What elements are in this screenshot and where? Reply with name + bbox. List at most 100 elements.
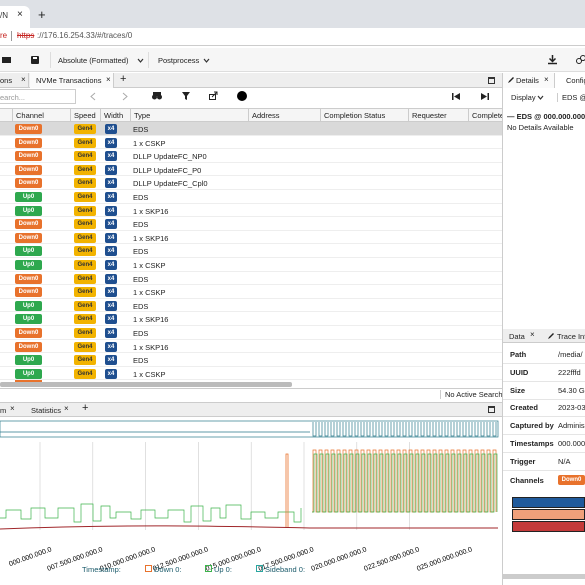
info-row-border	[503, 380, 585, 382]
next-button[interactable]	[122, 92, 128, 101]
table-row[interactable]	[0, 353, 502, 367]
table-row[interactable]	[0, 176, 502, 190]
tab-close[interactable]: ×	[17, 9, 23, 20]
info-row-border	[503, 434, 585, 436]
speed-badge: Gen4	[74, 287, 96, 298]
chevron[interactable]	[203, 57, 210, 63]
tab[interactable]	[0, 73, 29, 87]
chevron[interactable]	[137, 57, 144, 63]
display-dropdown[interactable]: Display	[511, 93, 536, 102]
details-tab[interactable]	[503, 73, 555, 88]
tab[interactable]	[30, 73, 114, 88]
width-badge: x4	[105, 300, 117, 311]
table-row[interactable]	[0, 299, 502, 313]
tab-label[interactable]: m	[0, 406, 7, 415]
width-badge: x4	[105, 328, 117, 338]
tab-close[interactable]: ×	[10, 404, 15, 413]
status-bar	[0, 388, 502, 400]
table-row[interactable]	[0, 340, 502, 354]
channel-bar	[512, 497, 585, 508]
table-row[interactable]	[0, 272, 502, 286]
search-status: No Active Search	[440, 390, 503, 399]
table-row[interactable]	[0, 163, 502, 177]
skip-forward[interactable]	[481, 93, 489, 100]
column-header[interactable]: Channel	[12, 108, 70, 122]
info-value: 000.000	[558, 439, 585, 448]
column-header[interactable]: Type	[130, 108, 248, 122]
column-header[interactable]: Width	[100, 108, 130, 122]
time-format-dropdown[interactable]	[50, 52, 145, 68]
column-header[interactable]: Address	[248, 108, 320, 122]
table-row[interactable]	[0, 136, 502, 150]
column-header[interactable]: Speed	[70, 108, 100, 122]
maximize-icon[interactable]	[488, 406, 495, 413]
table-row[interactable]	[0, 244, 502, 258]
pencil-icon[interactable]	[508, 77, 514, 83]
h-scrollbar[interactable]	[0, 382, 292, 387]
info-tab-label[interactable]: Data	[509, 332, 525, 341]
tab-close[interactable]: ×	[530, 330, 535, 339]
table-row[interactable]	[0, 231, 502, 245]
type-cell: EDS	[133, 329, 149, 338]
postprocess-dropdown[interactable]	[148, 52, 220, 68]
table-row[interactable]	[0, 122, 502, 136]
channel-badge: Down0	[15, 137, 42, 148]
chevron[interactable]	[537, 94, 544, 100]
pencil-icon[interactable]	[548, 333, 554, 339]
tab-label: NVMe Transactions	[36, 76, 102, 85]
type-cell: EDS	[133, 220, 149, 230]
table-row[interactable]	[0, 326, 502, 340]
add-tab[interactable]: +	[82, 402, 89, 414]
tab-close[interactable]: ×	[106, 75, 111, 84]
column-header[interactable]: Requester	[408, 108, 468, 122]
x-tick-label: 000.000.000.0	[8, 546, 53, 568]
tab-close[interactable]: ×	[21, 75, 26, 84]
maximize-icon[interactable]	[488, 77, 495, 84]
new-tab[interactable]: +	[38, 7, 46, 22]
info-label: Captured by	[510, 421, 554, 431]
info-value: Adminis	[558, 421, 585, 431]
url-rest: ://176.16.254.33/#/traces/0	[37, 31, 133, 40]
info-row-border	[503, 416, 585, 418]
table-row[interactable]	[0, 312, 502, 326]
prev-button[interactable]	[90, 92, 96, 101]
table-row[interactable]	[0, 285, 502, 299]
x-tick-label: 020.000.000.000.0	[310, 546, 367, 573]
up-trace	[0, 503, 302, 523]
binoculars-icon[interactable]	[152, 92, 162, 100]
channel-badge: Down0	[558, 475, 585, 485]
column-header[interactable]: Complete	[468, 108, 502, 122]
link-icon[interactable]	[576, 55, 585, 64]
width-badge: x4	[105, 246, 117, 257]
channel-badge: Down0	[15, 232, 42, 243]
table-row[interactable]	[0, 258, 502, 272]
download-icon[interactable]	[548, 55, 557, 65]
info-label: UUID	[510, 367, 529, 377]
table-row[interactable]	[0, 217, 502, 231]
save-icon[interactable]	[31, 56, 39, 64]
details-heading: — EDS @ 000.000.000.65	[507, 112, 585, 121]
add-tab[interactable]: +	[120, 73, 127, 85]
details-message: No Details Available	[507, 123, 574, 132]
skip-back[interactable]	[452, 93, 460, 100]
table-row[interactable]	[0, 367, 502, 381]
tab-close[interactable]: ×	[544, 75, 549, 84]
column-header[interactable]: Completion Status	[320, 108, 408, 122]
table-row[interactable]	[0, 204, 502, 218]
info-tab-label[interactable]: Trace Inf	[557, 332, 585, 341]
filter-icon[interactable]	[182, 92, 190, 100]
width-badge: x4	[105, 192, 117, 202]
type-cell: DLLP UpdateFC_P0	[133, 165, 202, 175]
tab-close[interactable]: ×	[64, 404, 69, 413]
tab-label[interactable]: Statistics	[31, 406, 62, 415]
table-row[interactable]	[0, 149, 502, 163]
menu-icon[interactable]	[2, 56, 11, 64]
type-cell: DLLP UpdateFC_Cpl0	[133, 179, 208, 189]
export-icon[interactable]	[209, 91, 218, 100]
record-button[interactable]	[237, 91, 247, 101]
width-badge: x4	[105, 137, 117, 148]
search-input[interactable]	[0, 89, 76, 104]
channel-badge: Down0	[15, 273, 42, 284]
channel-bar	[512, 509, 585, 520]
table-row[interactable]	[0, 190, 502, 204]
